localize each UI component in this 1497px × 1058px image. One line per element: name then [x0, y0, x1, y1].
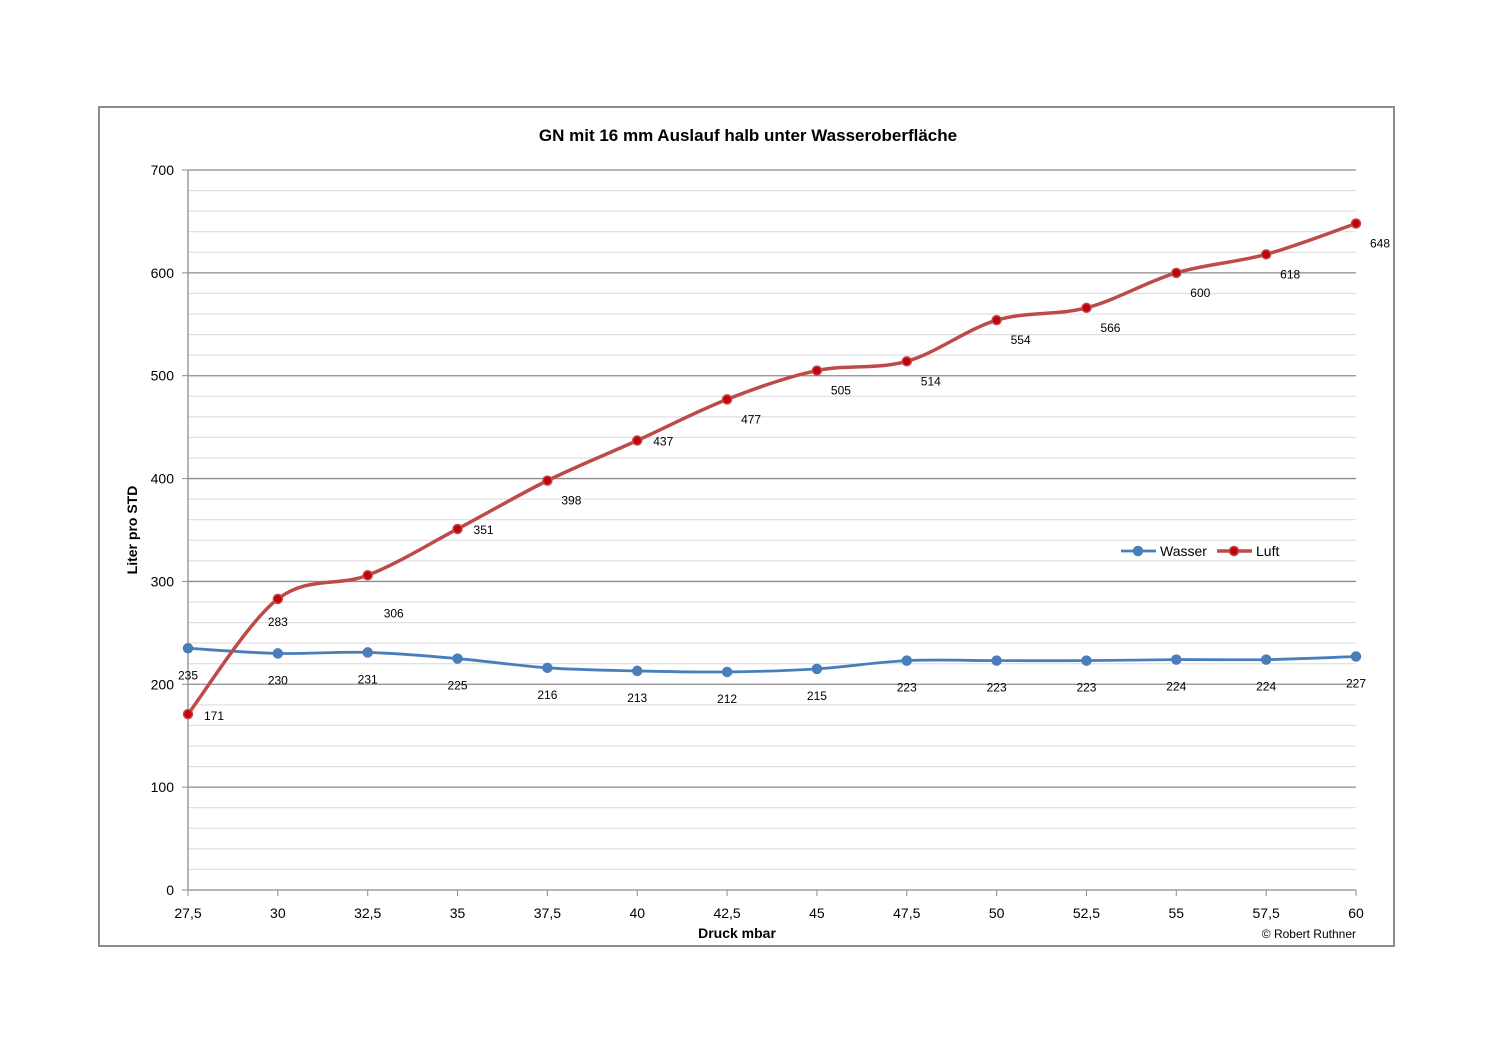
data-point-wasser	[631, 665, 643, 677]
data-label-wasser: 235	[178, 668, 198, 682]
data-point-wasser	[362, 647, 373, 658]
chart-title: GN mit 16 mm Auslauf halb unter Wasserob…	[539, 126, 957, 145]
y-tick-label: 600	[151, 265, 175, 281]
data-point-wasser	[182, 643, 194, 654]
data-point-luft	[1260, 249, 1272, 260]
data-label-luft: 171	[204, 709, 224, 723]
data-point-luft	[721, 394, 733, 405]
data-point-wasser	[1260, 654, 1272, 665]
x-tick-label: 27,5	[174, 905, 201, 921]
data-point-wasser	[272, 648, 284, 659]
data-label-luft: 600	[1190, 286, 1210, 300]
data-point-wasser	[452, 653, 463, 664]
data-label-luft: 351	[474, 523, 494, 537]
data-label-luft: 306	[384, 606, 404, 620]
line-chart: GN mit 16 mm Auslauf halb unter Wasserob…	[124, 126, 1390, 941]
data-point-wasser	[1171, 654, 1182, 665]
legend-marker-luft	[1228, 545, 1240, 557]
y-tick-label: 0	[166, 882, 174, 898]
data-point-wasser	[1350, 651, 1362, 662]
data-point-luft	[1171, 267, 1182, 279]
series-line-wasser	[187, 646, 1357, 674]
data-point-luft	[362, 570, 373, 581]
legend-label-wasser: Wasser	[1160, 543, 1207, 559]
x-tick-label: 55	[1169, 905, 1185, 921]
data-label-wasser: 224	[1166, 680, 1186, 694]
data-label-wasser: 231	[358, 672, 378, 686]
data-label-luft: 554	[1011, 333, 1031, 347]
x-tick-label: 37,5	[534, 905, 561, 921]
data-label-luft: 398	[561, 494, 581, 508]
data-label-wasser: 223	[987, 681, 1007, 695]
data-point-luft	[272, 593, 284, 605]
data-label-wasser: 227	[1346, 677, 1366, 691]
x-tick-label: 35	[450, 905, 466, 921]
data-label-wasser: 224	[1256, 680, 1276, 694]
data-label-wasser: 225	[448, 679, 468, 693]
data-label-luft: 514	[921, 374, 941, 388]
data-point-luft	[901, 356, 913, 367]
y-tick-label: 500	[151, 368, 175, 384]
data-label-wasser: 223	[897, 681, 917, 695]
x-tick-label: 57,5	[1253, 905, 1280, 921]
x-tick-label: 30	[270, 905, 286, 921]
gridlines	[188, 169, 1356, 891]
data-label-luft: 566	[1100, 321, 1120, 335]
x-tick-label: 32,5	[354, 905, 381, 921]
chart-frame: GN mit 16 mm Auslauf halb unter Wasserob…	[98, 106, 1395, 947]
data-point-wasser	[991, 655, 1002, 666]
y-tick-label: 100	[151, 779, 175, 795]
series-line-luft	[186, 221, 1357, 716]
data-point-luft	[452, 523, 463, 535]
x-tick-label: 47,5	[893, 905, 920, 921]
x-tick-label: 42,5	[713, 905, 740, 921]
data-label-wasser: 216	[537, 688, 557, 702]
x-tick-label: 52,5	[1073, 905, 1100, 921]
x-tick-label: 60	[1348, 905, 1364, 921]
x-tick-label: 50	[989, 905, 1005, 921]
x-axis-label: Druck mbar	[698, 925, 776, 941]
y-axis-label: Liter pro STD	[124, 486, 140, 575]
data-point-luft	[1350, 218, 1362, 229]
data-labels: 235 230 231 225 216 213 212 215 223 223 223 224 224 2…	[178, 236, 1390, 723]
data-label-luft: 648	[1370, 236, 1390, 250]
data-label-luft: 437	[653, 435, 673, 449]
data-label-luft: 477	[741, 412, 761, 426]
y-tick-label: 400	[151, 471, 175, 487]
data-point-wasser	[811, 663, 823, 675]
data-point-luft	[811, 365, 823, 376]
series-lines	[182, 218, 1362, 720]
data-label-luft: 618	[1280, 267, 1300, 281]
x-tick-label: 45	[809, 905, 825, 921]
data-label-wasser: 230	[268, 673, 288, 687]
data-point-wasser	[721, 666, 733, 678]
data-point-luft	[991, 314, 1002, 326]
data-label-luft: 505	[831, 384, 851, 398]
data-label-wasser: 212	[717, 692, 737, 706]
data-point-wasser	[542, 662, 553, 674]
copyright-note: © Robert Ruthner	[1262, 927, 1356, 941]
y-tick-label: 700	[151, 162, 175, 178]
legend-label-luft: Luft	[1256, 543, 1279, 559]
data-label-wasser: 215	[807, 689, 827, 703]
data-label-wasser: 213	[627, 691, 647, 705]
data-point-wasser	[901, 655, 913, 666]
data-point-wasser	[1081, 655, 1092, 666]
axes: 0 100 200 300 400 500 600 700 27,5 30 32,5 35 37,5 40…	[151, 162, 1364, 921]
y-tick-label: 200	[151, 676, 175, 692]
y-tick-label: 300	[151, 573, 175, 589]
data-point-luft	[1081, 302, 1092, 314]
data-label-luft: 283	[268, 615, 288, 629]
legend: Wasser Luft	[1121, 543, 1279, 559]
data-point-luft	[631, 435, 643, 446]
data-point-luft	[182, 708, 194, 720]
data-label-wasser: 223	[1076, 681, 1096, 695]
x-tick-label: 40	[629, 905, 645, 921]
data-point-luft	[542, 475, 553, 486]
legend-marker-wasser	[1132, 545, 1144, 557]
